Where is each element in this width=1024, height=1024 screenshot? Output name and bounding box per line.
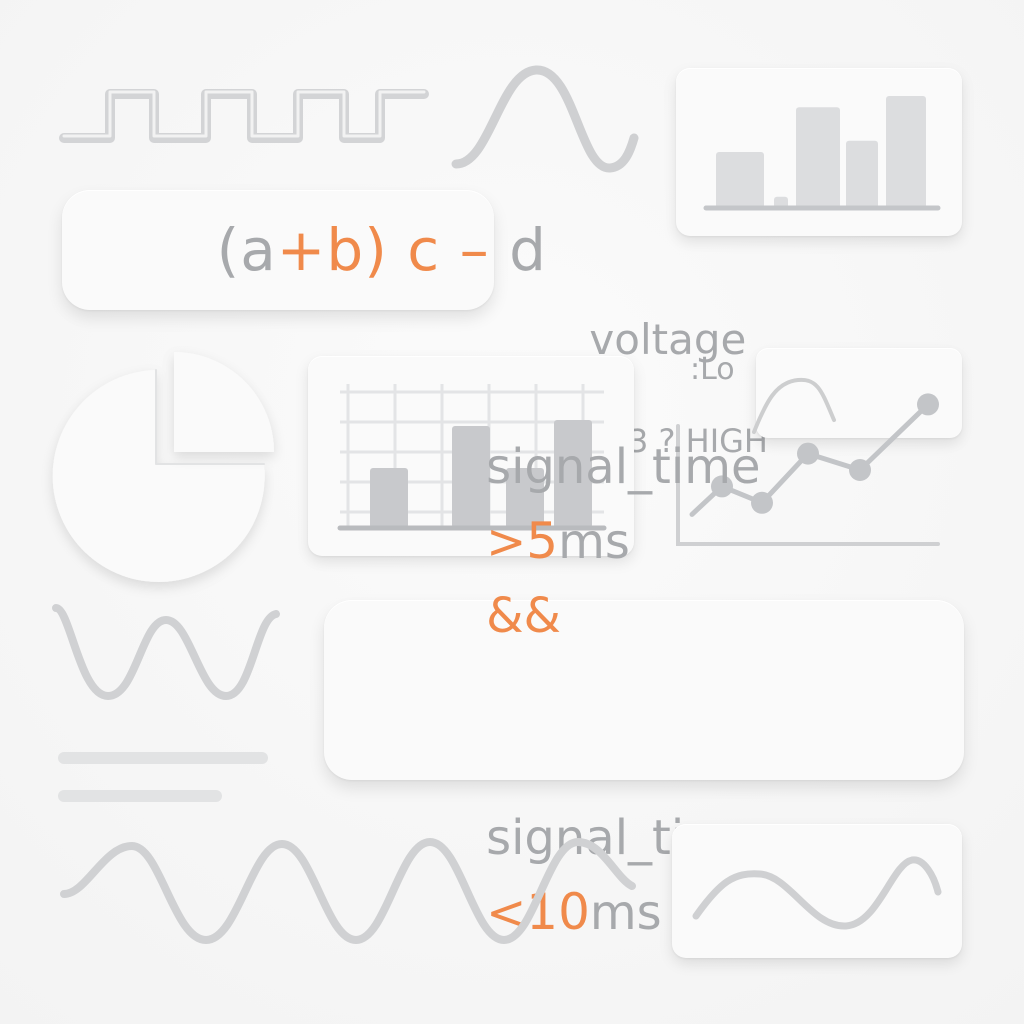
sine-wave-icon — [52, 604, 280, 700]
bar — [370, 468, 408, 528]
timing-line1-num: 5 — [526, 512, 559, 570]
condition-word: voltage — [589, 315, 747, 364]
bar — [846, 140, 878, 208]
bar — [506, 468, 544, 528]
point — [849, 459, 871, 481]
expression-plus: + — [276, 216, 327, 284]
bar-chart-card — [676, 68, 962, 236]
expression-c-minus: c – — [407, 216, 490, 284]
bar — [452, 426, 490, 528]
bar — [774, 196, 788, 208]
timing-line1-op: > — [486, 514, 527, 570]
timing-line2-unit: ms — [589, 885, 662, 941]
timing-line1-word: signal_time — [486, 439, 761, 495]
bar-chart — [703, 96, 941, 211]
bar — [796, 107, 840, 208]
timing-line1-unit: ms — [558, 514, 630, 570]
bell-wave-icon — [451, 65, 639, 173]
expression-d: d — [509, 216, 547, 284]
horizontal-lines-icon — [58, 752, 268, 802]
wave-card — [672, 824, 962, 958]
fragment-card — [756, 348, 962, 438]
expression-pill: (a+b) c – d — [62, 190, 546, 310]
card-wave-icon — [692, 856, 942, 930]
bar — [554, 420, 592, 528]
grid-bar-chart-card — [308, 356, 634, 556]
line-chart — [676, 393, 940, 546]
long-sine-wave-icon — [60, 838, 636, 944]
axes — [676, 424, 940, 546]
bar — [886, 96, 926, 208]
point — [917, 393, 939, 416]
timing-line1-and: && — [486, 588, 561, 644]
pie-chart-icon — [52, 352, 274, 582]
point — [797, 442, 819, 465]
point — [711, 475, 733, 498]
expression-open: (a — [216, 216, 277, 284]
timing-condition-pill: signal_time >5ms && signal_time <10ms — [324, 439, 964, 941]
fragment-label: :Lo — [690, 352, 735, 387]
grid-bar-chart — [337, 384, 607, 531]
bar — [716, 152, 764, 208]
square-wave-icon — [59, 89, 429, 143]
point — [751, 491, 773, 514]
expression-b: b) — [326, 216, 388, 284]
fragment-curve — [752, 377, 836, 434]
